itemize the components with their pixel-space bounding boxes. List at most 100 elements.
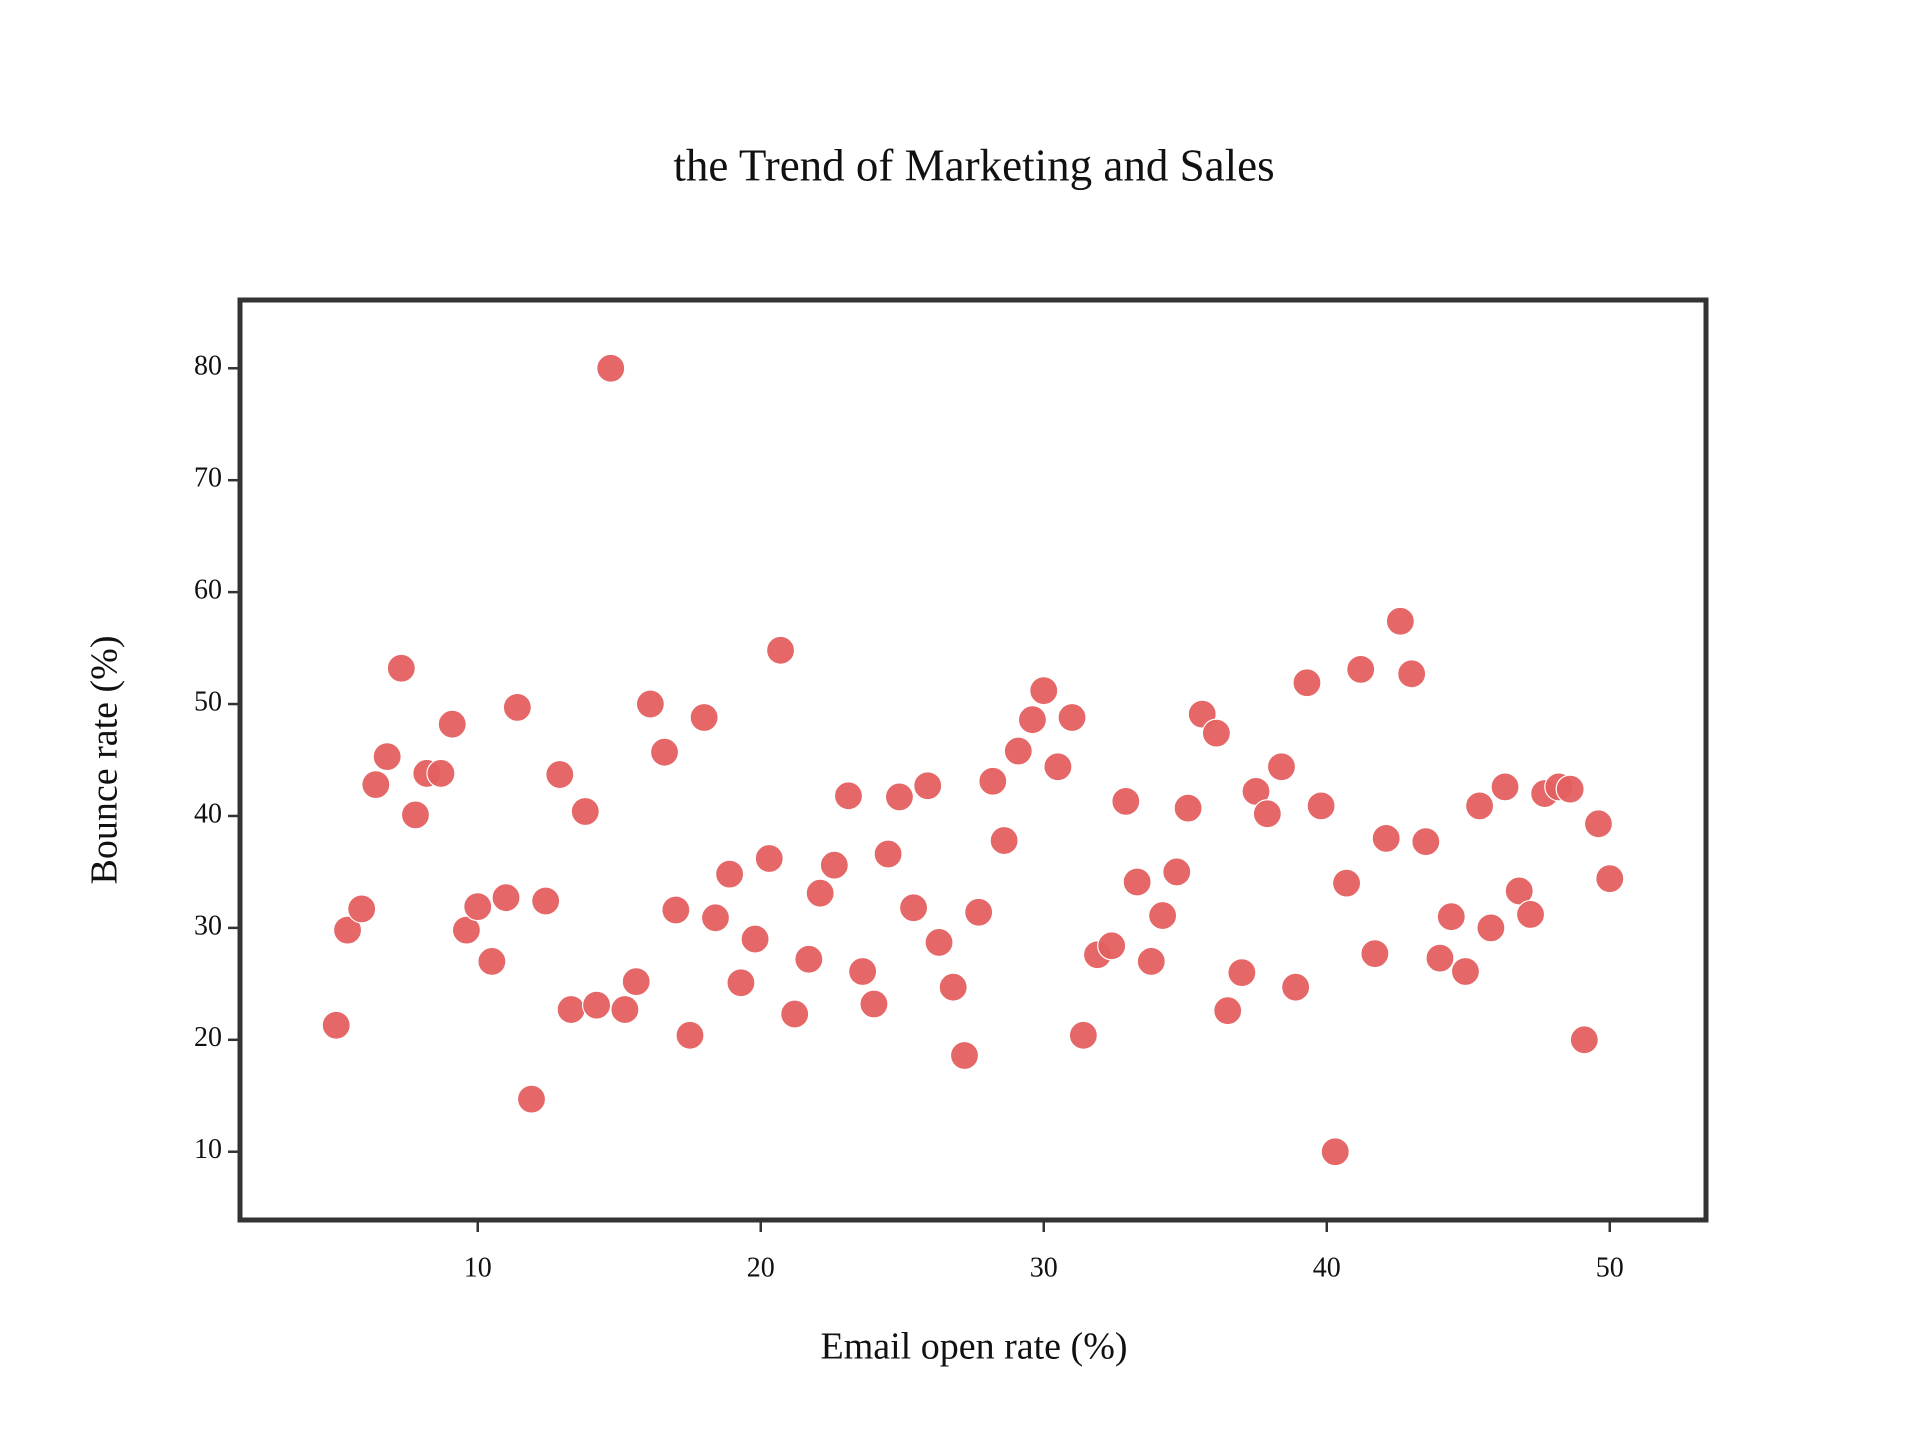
scatter-point	[1371, 823, 1401, 853]
scatter-point	[463, 892, 493, 922]
y-tick-label: 20	[194, 1022, 222, 1053]
scatter-point	[715, 859, 745, 889]
scatter-point	[1292, 668, 1322, 698]
scatter-point	[1227, 958, 1257, 988]
scatter-point	[913, 771, 943, 801]
scatter-point	[321, 1010, 351, 1040]
scatter-point	[1385, 606, 1415, 636]
scatter-point	[1097, 931, 1127, 961]
x-tick-label: 50	[1596, 1252, 1624, 1283]
scatter-point	[1213, 996, 1243, 1026]
scatter-point	[938, 972, 968, 1002]
y-axis-label: Bounce rate (%)	[84, 636, 126, 885]
scatter-point	[332, 915, 363, 945]
scatter-point	[1306, 791, 1336, 821]
y-tick-label: 10	[194, 1134, 222, 1165]
scatter-point	[726, 968, 756, 998]
scatter-point	[1068, 1020, 1098, 1050]
scatter-point	[1320, 1137, 1350, 1167]
y-tick-label: 50	[194, 686, 222, 717]
scatter-point	[964, 897, 994, 927]
scatter-point	[1148, 900, 1178, 931]
scatter-point	[978, 766, 1008, 796]
x-tick-label: 20	[747, 1252, 775, 1283]
scatter-point	[1122, 867, 1152, 897]
y-tick-label: 30	[194, 910, 222, 941]
scatter-point	[1360, 939, 1390, 969]
scatter-point	[1252, 799, 1282, 829]
scatter-point	[635, 689, 665, 719]
chart-title: the Trend of Marketing and Sales	[673, 140, 1274, 190]
scatter-point	[661, 895, 691, 925]
x-axis-label: Email open rate (%)	[820, 1326, 1127, 1368]
scatter-point	[833, 781, 864, 811]
scatter-point	[898, 893, 929, 923]
scatter-point	[1425, 943, 1455, 973]
scatter-point	[924, 927, 954, 958]
scatter-point	[700, 903, 731, 933]
scatter-point	[740, 924, 770, 954]
scatter-point	[372, 742, 402, 772]
x-tick-label: 40	[1313, 1252, 1341, 1283]
scatter-point	[1017, 705, 1048, 735]
scatter-point	[1436, 902, 1466, 932]
scatter-point	[581, 990, 612, 1020]
scatter-point	[596, 353, 626, 383]
scatter-point	[859, 989, 889, 1019]
scatter-point	[531, 886, 561, 916]
scatter-point	[989, 825, 1019, 856]
scatter-point	[689, 702, 719, 733]
scatter-point	[1346, 654, 1376, 684]
scatter-point	[400, 800, 431, 830]
scatter-point	[1490, 772, 1520, 802]
scatter-point	[386, 653, 416, 683]
scatter-point	[1043, 752, 1073, 782]
scatter-point	[491, 883, 521, 913]
scatter-point	[347, 894, 377, 924]
scatter-point	[848, 956, 878, 987]
scatter-point	[1281, 972, 1311, 1002]
y-tick-label: 80	[194, 351, 222, 382]
scatter-point	[1136, 946, 1166, 977]
scatter-point	[649, 737, 680, 767]
scatter-point	[477, 946, 507, 977]
scatter-point	[675, 1020, 705, 1050]
scatter-point	[516, 1084, 547, 1114]
scatter-point	[1266, 752, 1297, 782]
scatter-point	[610, 994, 640, 1025]
scatter-point	[1411, 827, 1441, 857]
scatter-point	[884, 782, 915, 812]
scatter-point	[426, 758, 456, 789]
scatter-point	[1569, 1025, 1599, 1055]
scatter-point	[754, 843, 784, 874]
plot-frame	[237, 297, 1709, 1223]
scatter-point	[545, 759, 575, 790]
scatter-point	[1397, 659, 1427, 689]
scatter-point	[1003, 736, 1033, 766]
y-tick-label: 40	[194, 798, 222, 829]
scatter-point	[765, 635, 796, 665]
scatter-point	[1029, 676, 1059, 706]
scatter-point	[1555, 774, 1585, 804]
scatter-point	[502, 692, 532, 722]
scatter-point	[1162, 857, 1192, 887]
scatter-point	[361, 770, 391, 800]
scatter-point	[1201, 718, 1231, 748]
scatter-point	[1583, 809, 1614, 839]
y-tick-label: 60	[194, 575, 222, 606]
scatter-point	[556, 994, 586, 1025]
scatter-point	[1057, 702, 1087, 733]
scatter-point	[1111, 786, 1141, 817]
scatter-point	[1504, 876, 1534, 906]
scatter-point	[451, 915, 482, 945]
scatter-point	[819, 850, 849, 880]
scatter-point	[1515, 899, 1546, 930]
x-tick-label: 30	[1030, 1252, 1058, 1283]
scatter-point	[873, 839, 903, 869]
scatter-point	[949, 1040, 980, 1071]
scatter-point	[1476, 913, 1506, 943]
scatter-point	[621, 967, 651, 997]
scatter-point	[1173, 793, 1203, 823]
scatter-point	[794, 944, 824, 974]
